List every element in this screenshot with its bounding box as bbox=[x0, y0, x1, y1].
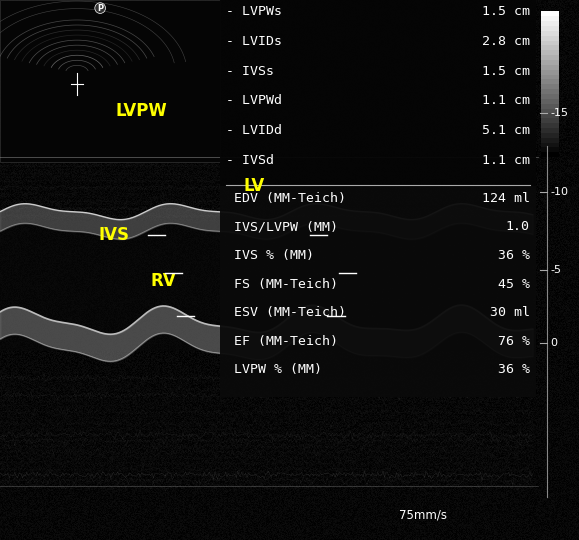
Text: FS (MM-Teich): FS (MM-Teich) bbox=[234, 278, 339, 291]
Text: - LVIDs: - LVIDs bbox=[226, 35, 282, 48]
Bar bbox=[541, 55, 559, 60]
Text: 36 %: 36 % bbox=[498, 363, 530, 376]
Text: 1.0: 1.0 bbox=[506, 220, 530, 233]
Bar bbox=[541, 60, 559, 65]
Text: -15: -15 bbox=[550, 109, 568, 118]
Bar bbox=[541, 128, 559, 133]
Bar bbox=[541, 94, 559, 99]
Bar bbox=[541, 113, 559, 118]
Bar bbox=[541, 104, 559, 109]
Text: - IVSd: - IVSd bbox=[226, 154, 274, 167]
Text: - LVPWs: - LVPWs bbox=[226, 5, 282, 18]
Bar bbox=[541, 79, 559, 84]
Bar bbox=[541, 147, 559, 152]
Bar bbox=[541, 84, 559, 89]
Text: - LVIDd: - LVIDd bbox=[226, 124, 282, 137]
Bar bbox=[220, 0, 536, 186]
Text: RV: RV bbox=[151, 272, 176, 290]
Text: IVS % (MM): IVS % (MM) bbox=[234, 249, 314, 262]
Text: IVS: IVS bbox=[98, 226, 130, 244]
Text: 30 ml: 30 ml bbox=[490, 306, 530, 319]
Bar bbox=[541, 99, 559, 104]
Text: - LVPWd: - LVPWd bbox=[226, 94, 282, 107]
Text: 0: 0 bbox=[550, 338, 557, 348]
Text: LV: LV bbox=[243, 177, 265, 195]
Text: 2.8 cm: 2.8 cm bbox=[482, 35, 530, 48]
Text: EDV (MM-Teich): EDV (MM-Teich) bbox=[234, 192, 346, 205]
Bar bbox=[541, 75, 559, 79]
Text: 1.5 cm: 1.5 cm bbox=[482, 65, 530, 78]
Bar bbox=[541, 70, 559, 75]
Text: EF (MM-Teich): EF (MM-Teich) bbox=[234, 335, 339, 348]
Bar bbox=[541, 40, 559, 45]
Bar bbox=[541, 109, 559, 113]
Text: 1.1 cm: 1.1 cm bbox=[482, 154, 530, 167]
Bar bbox=[541, 123, 559, 128]
Text: 45 %: 45 % bbox=[498, 278, 530, 291]
Bar bbox=[541, 118, 559, 123]
Text: -10: -10 bbox=[550, 187, 568, 197]
Bar bbox=[541, 16, 559, 21]
Bar bbox=[541, 21, 559, 26]
Bar bbox=[541, 31, 559, 36]
Text: - IVSs: - IVSs bbox=[226, 65, 274, 78]
Text: 75mm/s: 75mm/s bbox=[399, 508, 446, 521]
Bar bbox=[541, 65, 559, 70]
Text: ESV (MM-Teich): ESV (MM-Teich) bbox=[234, 306, 346, 319]
Text: 1.5 cm: 1.5 cm bbox=[482, 5, 530, 18]
Text: 76 %: 76 % bbox=[498, 335, 530, 348]
Bar bbox=[541, 11, 559, 16]
Text: LVPW: LVPW bbox=[116, 102, 167, 120]
Bar bbox=[541, 138, 559, 143]
Bar bbox=[541, 143, 559, 147]
Text: LVPW % (MM): LVPW % (MM) bbox=[234, 363, 323, 376]
Bar bbox=[0, 0, 220, 162]
Text: 1.1 cm: 1.1 cm bbox=[482, 94, 530, 107]
Text: IVS/LVPW (MM): IVS/LVPW (MM) bbox=[234, 220, 339, 233]
Bar bbox=[541, 36, 559, 40]
Text: 5.1 cm: 5.1 cm bbox=[482, 124, 530, 137]
Bar bbox=[541, 133, 559, 138]
Bar bbox=[541, 26, 559, 31]
Bar bbox=[0, 221, 533, 351]
Bar bbox=[541, 89, 559, 94]
Text: P: P bbox=[97, 4, 103, 12]
Text: -5: -5 bbox=[550, 265, 561, 275]
Text: 124 ml: 124 ml bbox=[482, 192, 530, 205]
Bar bbox=[220, 186, 536, 397]
Text: 36 %: 36 % bbox=[498, 249, 530, 262]
Bar bbox=[541, 50, 559, 55]
Bar bbox=[541, 152, 559, 157]
Bar bbox=[541, 45, 559, 50]
